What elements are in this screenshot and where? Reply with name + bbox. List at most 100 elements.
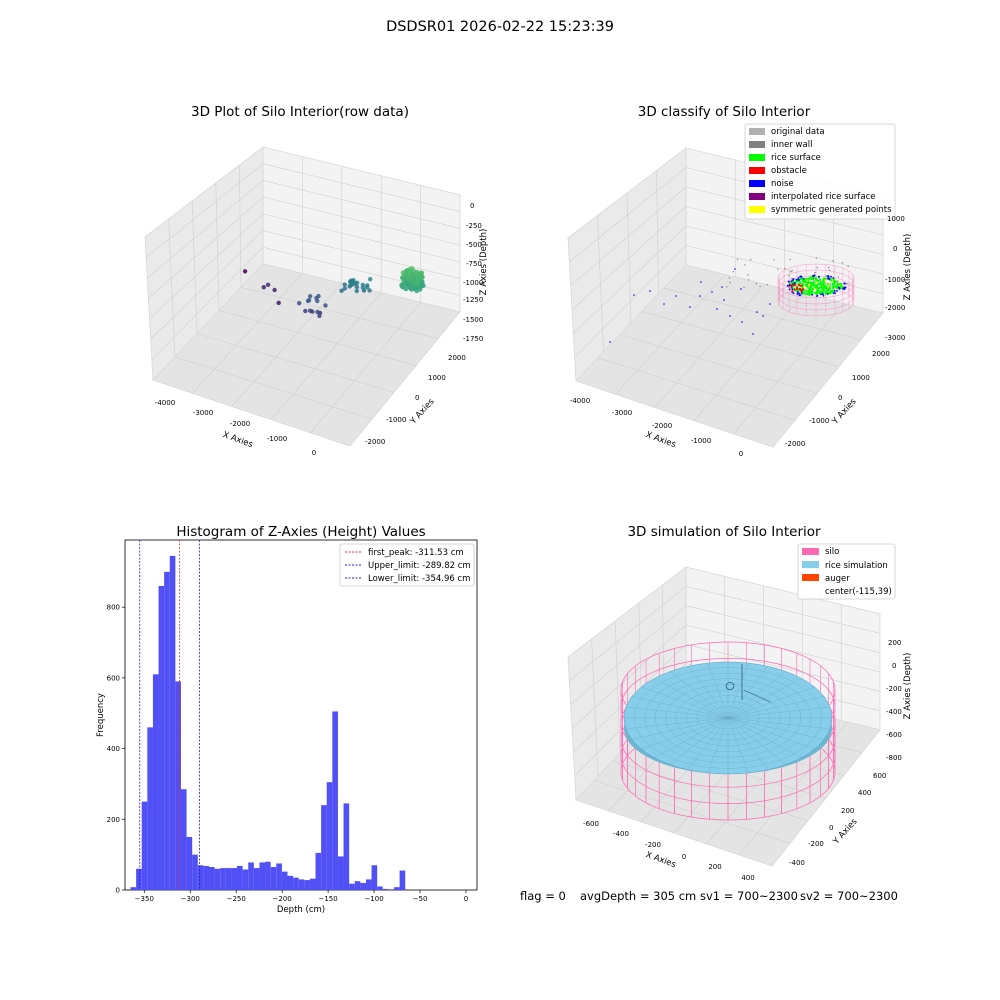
rice-mesh-spoke bbox=[727, 706, 831, 719]
rice-surface-point bbox=[827, 288, 830, 292]
legend-frame bbox=[797, 543, 896, 600]
y-tick-label: -2000 bbox=[785, 440, 805, 448]
inner-wall-point bbox=[816, 266, 819, 269]
rice-mesh-spoke bbox=[654, 678, 729, 719]
legend-label: first_peak: -311.53 cm bbox=[368, 548, 464, 558]
inner-wall-point bbox=[788, 287, 790, 289]
panel-title: Histogram of Z-Axies (Height) Values bbox=[176, 524, 425, 540]
rice-mesh-spoke bbox=[707, 717, 729, 773]
y-tick-label: 1000 bbox=[428, 374, 446, 382]
panel-title: 3D simulation of Silo Interior bbox=[627, 524, 821, 540]
scatter-point bbox=[368, 277, 373, 282]
grid-line bbox=[191, 200, 198, 334]
rice-mesh-spoke bbox=[688, 666, 729, 719]
scatter-point bbox=[315, 309, 320, 315]
inner-wall-point bbox=[766, 284, 768, 286]
inner-wall-point bbox=[747, 274, 749, 276]
z-tick-label: -1000 bbox=[885, 276, 905, 284]
grid-line bbox=[739, 721, 848, 856]
x-tick-label: -4000 bbox=[155, 399, 175, 407]
x-tick-label: -3000 bbox=[612, 409, 632, 417]
histogram-bar bbox=[270, 867, 277, 890]
scatter-point bbox=[349, 281, 354, 286]
noise-point bbox=[826, 293, 829, 295]
grid-line bbox=[570, 186, 687, 286]
rice-surface-point bbox=[820, 286, 823, 289]
scatter-point bbox=[361, 288, 367, 293]
histogram-bar bbox=[399, 870, 406, 890]
histogram-bar bbox=[248, 862, 254, 890]
obstacle-point bbox=[797, 283, 800, 286]
legend-label: rice surface bbox=[771, 153, 821, 163]
rice-surface-point bbox=[810, 278, 813, 281]
x-tick-label: 0 bbox=[464, 895, 468, 903]
histogram-bar bbox=[220, 868, 226, 890]
noise-point bbox=[834, 292, 836, 294]
noise-point bbox=[811, 293, 814, 296]
rice-surface-point bbox=[814, 277, 817, 280]
histogram-bar bbox=[209, 867, 215, 890]
inner-wall-point bbox=[736, 258, 739, 260]
classified-points bbox=[609, 257, 855, 343]
x-tick-label: −200 bbox=[273, 895, 292, 903]
legend-swatch bbox=[749, 206, 765, 213]
histogram-bar bbox=[343, 803, 350, 890]
rice-mesh-spoke bbox=[727, 717, 815, 750]
grid-line bbox=[685, 586, 881, 634]
inner-wall-point bbox=[790, 271, 792, 273]
grid-line bbox=[310, 302, 421, 433]
rice-surface-point bbox=[802, 283, 805, 286]
histogram-bar bbox=[152, 674, 159, 890]
grid-line bbox=[571, 624, 687, 729]
noise-point bbox=[729, 315, 731, 317]
inner-wall-point bbox=[788, 275, 790, 277]
status-footer: flag = 0 avgDepth = 305 cm sv1 = 700~230… bbox=[520, 889, 898, 903]
histogram-bar bbox=[225, 868, 232, 890]
noise-point bbox=[821, 293, 824, 295]
status-flag: flag = 0 bbox=[520, 889, 566, 903]
z-tick-label: -250 bbox=[466, 222, 482, 230]
rice-surface-point bbox=[823, 287, 826, 290]
symmetric-point bbox=[831, 279, 834, 281]
inner-wall-point bbox=[750, 259, 752, 261]
noise-point bbox=[820, 293, 822, 296]
grid-line bbox=[240, 286, 439, 340]
noise-point bbox=[843, 288, 846, 291]
noise-point bbox=[795, 279, 798, 281]
scatter-point bbox=[276, 300, 281, 306]
x-ticks: −350 −300 −250 −200 −150 −100 −50 0 bbox=[135, 890, 468, 903]
obstacle-point bbox=[793, 288, 796, 291]
scatter-point bbox=[407, 284, 413, 291]
rice-surface-point bbox=[825, 290, 829, 293]
histogram-bar bbox=[281, 871, 288, 890]
noise-point bbox=[788, 288, 791, 291]
noise-point bbox=[752, 333, 754, 335]
scatter-point bbox=[414, 279, 420, 286]
z-tick-label: 0 bbox=[893, 245, 897, 253]
z-tick-label: -1000 bbox=[463, 279, 483, 287]
rice-mesh-spoke bbox=[625, 706, 729, 719]
grid-line bbox=[262, 230, 461, 279]
histogram-bar bbox=[169, 555, 176, 890]
scatter-point bbox=[405, 268, 411, 274]
y-tick-label: 0 bbox=[829, 824, 833, 832]
x-tick-label: −50 bbox=[413, 895, 428, 903]
noise-point bbox=[721, 286, 723, 288]
rice-surface-point bbox=[803, 280, 806, 283]
histogram-bar bbox=[130, 887, 137, 890]
panel-simulation: 3D simulation of Silo Interior silo rice… bbox=[567, 524, 913, 882]
y-tick-label: -2000 bbox=[365, 438, 385, 446]
histogram-bar bbox=[388, 889, 395, 890]
grid-line bbox=[569, 586, 687, 682]
grid-line bbox=[262, 180, 461, 229]
obstacle-point bbox=[798, 287, 801, 290]
x-tick-label: 0 bbox=[682, 853, 686, 861]
legend-swatch bbox=[749, 193, 765, 200]
x-tick-label: 400 bbox=[741, 874, 754, 882]
scatter-point bbox=[317, 313, 322, 319]
grid-line bbox=[149, 213, 264, 319]
x-axis-label: X Axies bbox=[221, 430, 254, 450]
noise-point bbox=[734, 268, 736, 270]
z-tick-label: -200 bbox=[886, 685, 902, 693]
histogram-bar bbox=[214, 868, 221, 890]
